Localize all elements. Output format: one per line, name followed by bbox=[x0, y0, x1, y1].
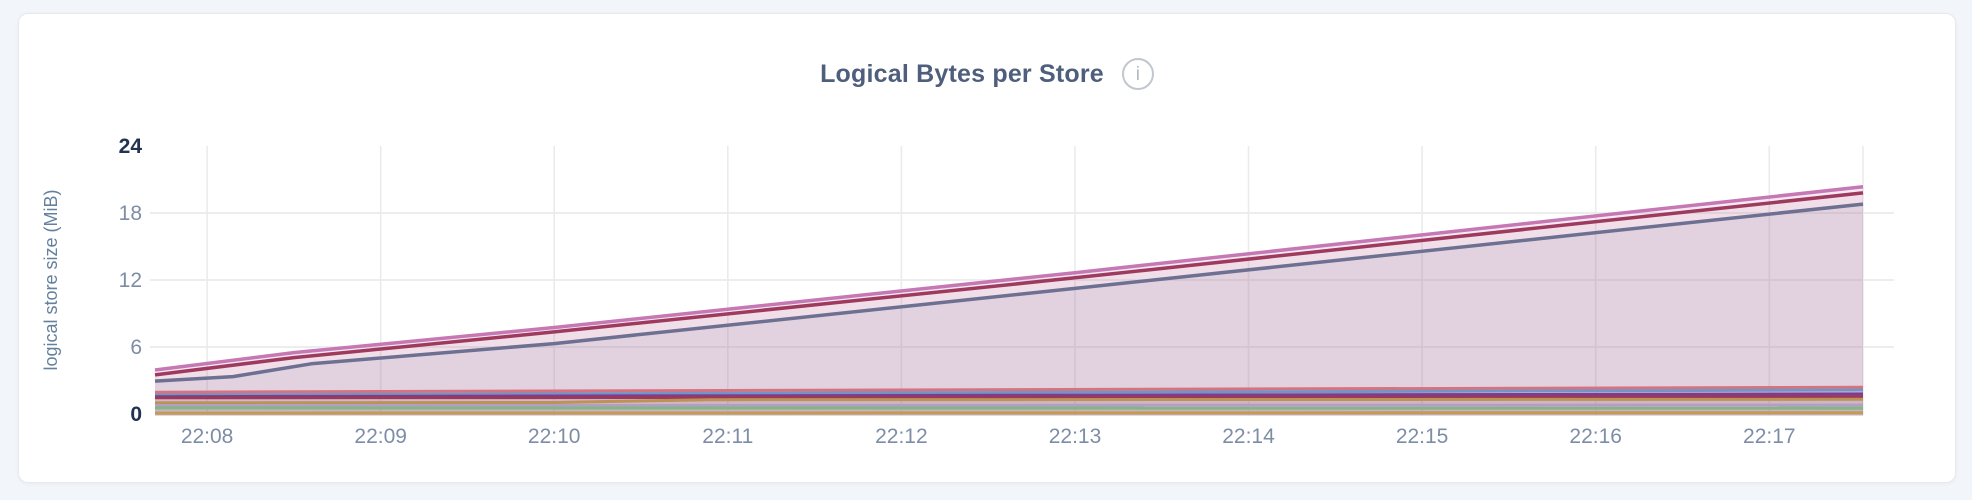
y-tick-label: 12 bbox=[119, 269, 142, 292]
y-tick-label: 24 bbox=[119, 135, 143, 158]
line-series-2 bbox=[154, 191, 1864, 377]
info-icon[interactable]: i bbox=[1121, 58, 1154, 90]
line-series-9 bbox=[154, 403, 1864, 408]
chart-header: Logical Bytes per Store i bbox=[19, 58, 1955, 90]
x-tick-label: 22:13 bbox=[1049, 425, 1102, 448]
y-tick-label: 0 bbox=[130, 403, 142, 426]
y-tick-label: 6 bbox=[130, 336, 142, 359]
x-tick-label: 22:16 bbox=[1569, 425, 1622, 448]
line-series-1 bbox=[154, 185, 1864, 372]
x-tick-label: 22:17 bbox=[1743, 425, 1796, 448]
chart-title: Logical Bytes per Store bbox=[820, 59, 1104, 88]
line-series-4 bbox=[154, 385, 1864, 394]
x-tick-label: 22:11 bbox=[702, 425, 753, 448]
line-series-8 bbox=[154, 397, 1864, 405]
area-series-1 bbox=[155, 186, 1863, 416]
area-series-3 bbox=[155, 204, 1863, 416]
line-series-5 bbox=[154, 388, 1864, 397]
y-tick-label: 18 bbox=[119, 202, 142, 225]
x-tick-label: 22:15 bbox=[1396, 425, 1449, 448]
x-tick-label: 22:12 bbox=[875, 425, 928, 448]
x-tick-label: 22:09 bbox=[354, 425, 407, 448]
line-series-7 bbox=[154, 395, 1864, 400]
line-series-3 bbox=[154, 202, 1864, 383]
x-tick-label: 22:14 bbox=[1222, 425, 1275, 448]
x-tick-label: 22:08 bbox=[181, 425, 234, 448]
x-tick-label: 22:10 bbox=[528, 425, 581, 448]
y-axis-label: logical store size (MiB) bbox=[41, 189, 61, 370]
